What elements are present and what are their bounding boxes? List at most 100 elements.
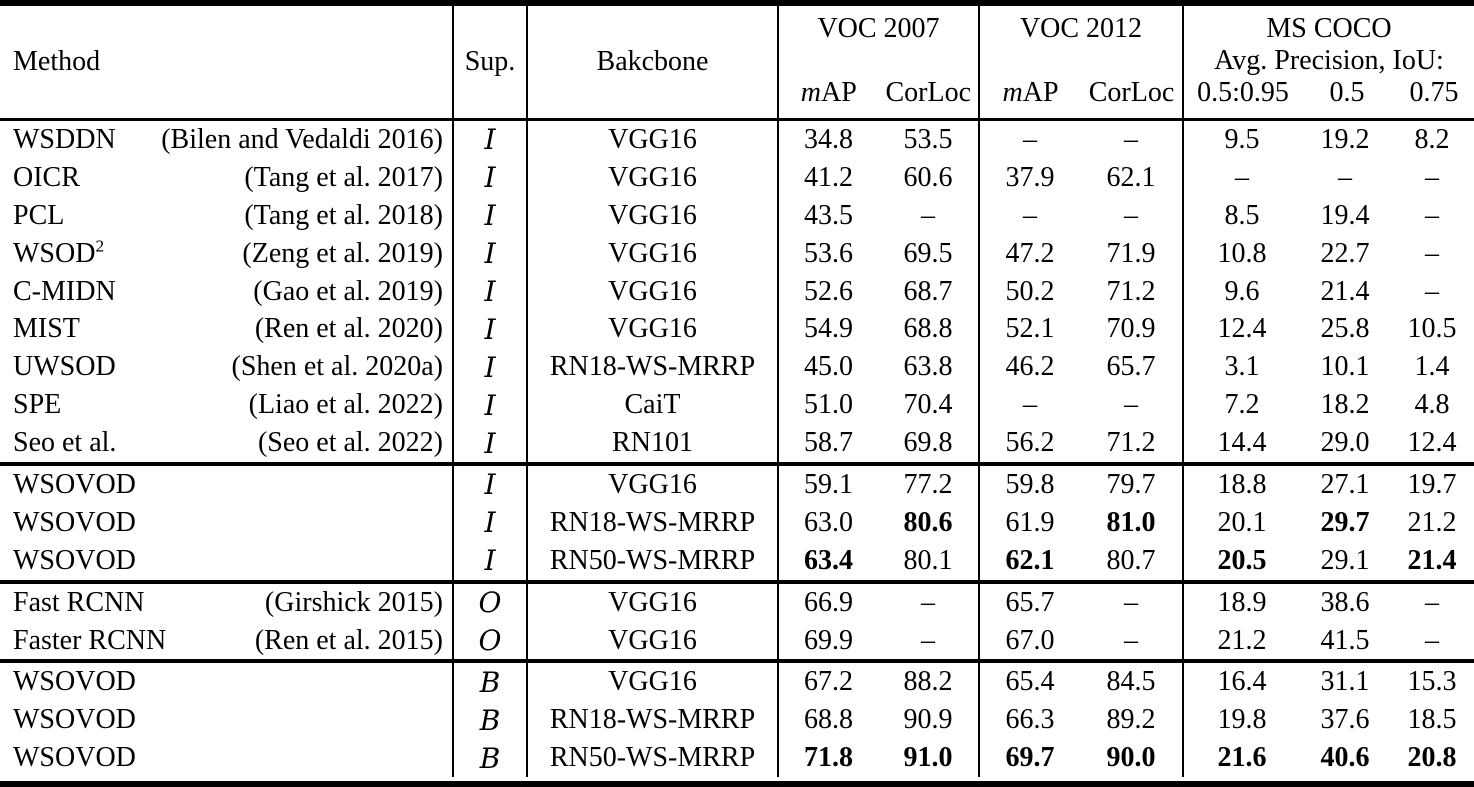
method-cell: WSOVOD [0, 466, 452, 504]
value-cell: 53.6 [777, 234, 878, 273]
value-cell: 43.5 [777, 196, 878, 235]
subcol-voc2007-corloc: CorLoc [885, 77, 972, 108]
method-name: WSOVOD [13, 468, 136, 500]
subcol-coco-05: 0.5 [1329, 77, 1365, 108]
value-cell: 69.9 [777, 621, 878, 660]
value-cell: – [1425, 624, 1439, 656]
value-cell: – [978, 196, 1080, 235]
value-cell: 10.5 [1407, 313, 1457, 345]
citation: (Tang et al. 2018) [244, 199, 443, 231]
backbone-cell: VGG16 [526, 272, 777, 311]
value-cell: – [1425, 161, 1439, 193]
value-cell: 18.8 [1182, 466, 1300, 504]
value-cell: 90.0 [1106, 742, 1156, 774]
value-cell: 71.2 [1106, 275, 1156, 307]
value-cell: – [978, 386, 1080, 425]
value-cell: 29.7 [1320, 506, 1370, 538]
value-cell: 37.9 [978, 158, 1080, 197]
value-cell: – [1425, 237, 1439, 269]
citation: (Girshick 2015) [264, 586, 443, 618]
col-header-method: Method [13, 46, 101, 77]
value-cell: 61.9 [978, 503, 1080, 542]
value-cell: – [978, 121, 1080, 159]
value-cell: 22.7 [1320, 237, 1370, 269]
table-section-3: Fast RCNN (Girshick 2015) O VGG16 66.9 – 65.7 –… [0, 579, 1474, 660]
sup-symbol: I [452, 466, 526, 504]
value-cell: 31.1 [1320, 666, 1370, 698]
sup-symbol: I [452, 121, 526, 159]
group-title-voc2012: VOC 2012 [1019, 13, 1143, 44]
method-cell: WSOVOD [0, 663, 452, 701]
value-cell: 34.8 [777, 121, 878, 159]
value-cell: 63.4 [777, 541, 878, 580]
value-cell: 21.2 [1182, 621, 1300, 660]
value-cell: 41.2 [777, 158, 878, 197]
method-name: Seo et al. [13, 427, 117, 459]
value-cell: 81.0 [1106, 506, 1156, 538]
value-cell: 14.4 [1182, 424, 1300, 463]
value-cell: 69.7 [978, 739, 1080, 778]
backbone-cell: RN18-WS-MRRP [526, 701, 777, 740]
method-name: UWSOD [13, 351, 116, 383]
value-cell: 15.3 [1407, 666, 1457, 698]
citation: (Bilen and Vedaldi 2016) [161, 123, 443, 155]
value-cell: 19.8 [1182, 701, 1300, 740]
method-cell: SPE (Liao et al. 2022) [0, 386, 452, 424]
backbone-cell: VGG16 [526, 234, 777, 273]
value-cell: 62.1 [978, 541, 1080, 580]
group-title-voc2007: VOC 2007 [817, 13, 940, 44]
value-cell: 19.2 [1320, 123, 1370, 155]
subtitle-avg-precision: Avg. Precision, IoU: [1214, 45, 1444, 76]
value-cell: 65.7 [1106, 351, 1156, 383]
table-section-2: WSOVOD I VGG16 59.1 77.2 59.8 79.7 18.8 27.1 19.7… [0, 462, 1474, 580]
sup-symbol: B [452, 739, 526, 778]
method-cell: C-MIDN (Gao et al. 2019) [0, 273, 452, 311]
value-cell: 19.7 [1407, 468, 1457, 500]
value-cell: 8.5 [1182, 196, 1300, 235]
citation: (Ren et al. 2015) [254, 624, 443, 656]
method-name: WSOVOD [13, 704, 136, 736]
value-cell: 37.6 [1320, 704, 1370, 736]
value-cell: 63.0 [777, 503, 878, 542]
value-cell: 56.2 [978, 424, 1080, 463]
citation: (Zeng et al. 2019) [242, 237, 443, 269]
value-cell: 12.4 [1182, 310, 1300, 349]
method-name: WSOVOD [13, 506, 136, 538]
value-cell: – [921, 624, 935, 656]
method-name: C-MIDN [13, 275, 116, 307]
value-cell: 18.2 [1320, 389, 1370, 421]
value-cell: 29.1 [1320, 544, 1370, 576]
sup-symbol: O [452, 583, 526, 622]
backbone-cell: RN50-WS-MRRP [526, 541, 777, 580]
method-name: WSOVOD [13, 544, 136, 576]
citation: (Shen et al. 2020a) [231, 351, 444, 383]
method-cell: UWSOD (Shen et al. 2020a) [0, 348, 452, 386]
value-cell: 41.5 [1320, 624, 1370, 656]
table-body: WSDDN (Bilen and Vedaldi 2016) I VGG16 34.8 5… [0, 121, 1474, 778]
value-cell: 68.8 [777, 701, 878, 740]
backbone-cell: VGG16 [526, 158, 777, 197]
value-cell: 7.2 [1182, 386, 1300, 425]
value-cell: – [1124, 123, 1138, 155]
col-header-backbone: Bakcbone [526, 6, 777, 118]
method-cell: Fast RCNN (Girshick 2015) [0, 584, 452, 622]
sup-symbol: B [452, 701, 526, 740]
citation: (Seo et al. 2022) [257, 427, 443, 459]
value-cell: – [1124, 586, 1138, 618]
col-header-sup: Sup. [452, 6, 526, 118]
subcol-coco-075: 0.75 [1409, 77, 1459, 108]
value-cell: – [1425, 275, 1439, 307]
value-cell: 53.5 [903, 123, 953, 155]
sup-symbol: I [452, 424, 526, 463]
value-cell: 70.9 [1106, 313, 1156, 345]
value-cell: 46.2 [978, 348, 1080, 387]
value-cell: 90.9 [903, 704, 953, 736]
value-cell: 58.7 [777, 424, 878, 463]
method-cell: WSOD2 (Zeng et al. 2019) [0, 235, 452, 273]
sup-symbol: O [452, 621, 526, 660]
value-cell: 69.5 [903, 237, 953, 269]
value-cell: 3.1 [1182, 348, 1300, 387]
sup-symbol: I [452, 196, 526, 235]
value-cell: 21.4 [1407, 544, 1457, 576]
value-cell: 67.2 [777, 663, 878, 702]
